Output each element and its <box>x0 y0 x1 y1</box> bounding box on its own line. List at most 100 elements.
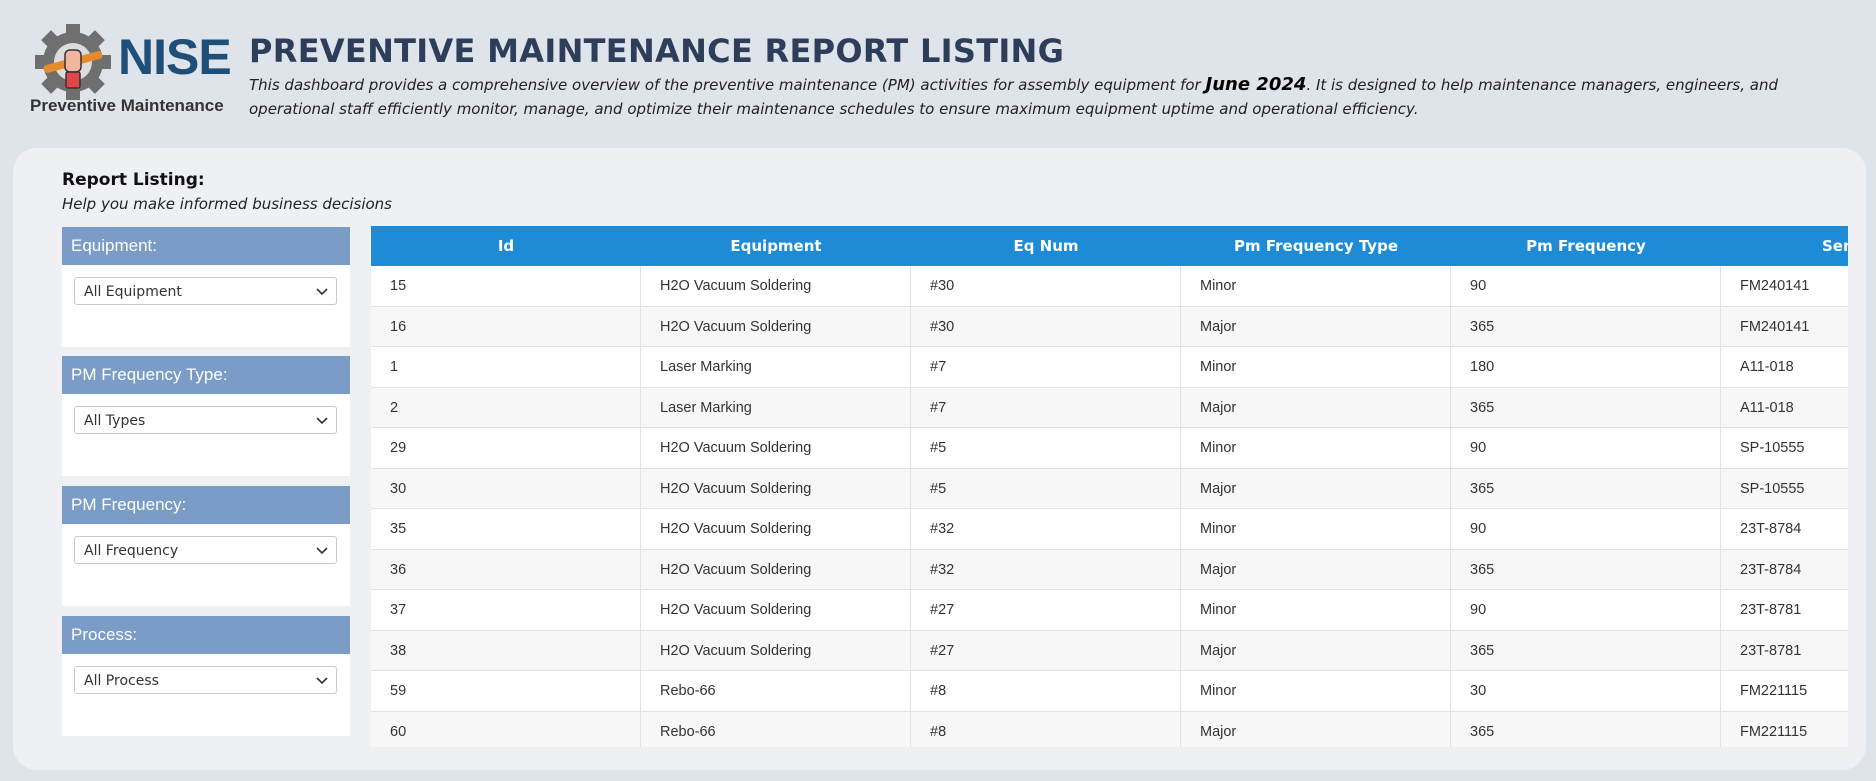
table-row: 1Laser Marking#7Minor180A11-018 <box>371 347 1848 388</box>
table-cell: Minor <box>1181 428 1451 469</box>
table-cell: #7 <box>911 388 1181 429</box>
dropdown-value: All Equipment <box>84 284 182 300</box>
chevron <box>316 417 328 425</box>
table-cell: #8 <box>911 671 1181 712</box>
table-cell: Minor <box>1181 590 1451 631</box>
filter-label: Equipment: <box>62 227 350 265</box>
brand-caption: Preventive Maintenance <box>30 96 224 116</box>
table-cell: 23T-8784 <box>1721 550 1848 591</box>
table-cell: 23T-8781 <box>1721 631 1848 672</box>
table-cell: #5 <box>911 428 1181 469</box>
table-header: IdEquipmentEq NumPm Frequency TypePm Fre… <box>371 226 1848 266</box>
table-cell: Rebo-66 <box>641 712 911 748</box>
table-cell: 90 <box>1451 266 1721 307</box>
table-cell: 365 <box>1451 631 1721 672</box>
description-text: This dashboard provides a comprehensive … <box>249 76 1206 94</box>
report-subtitle: Help you make informed business decision… <box>62 195 392 213</box>
chevron <box>316 677 328 685</box>
description-highlight: June 2024 <box>1206 74 1307 95</box>
table-cell: #32 <box>911 550 1181 591</box>
column-header[interactable]: Pm Frequency <box>1451 226 1721 266</box>
table-cell: Major <box>1181 307 1451 348</box>
table-cell: 59 <box>371 671 641 712</box>
table-row: 16H2O Vacuum Soldering#30Major365FM24014… <box>371 307 1848 348</box>
dropdown-value: All Frequency <box>84 543 178 559</box>
table-cell: H2O Vacuum Soldering <box>641 266 911 307</box>
table-cell: 23T-8781 <box>1721 590 1848 631</box>
table-cell: 365 <box>1451 388 1721 429</box>
table-row: 60Rebo-66#8Major365FM221115 <box>371 712 1848 748</box>
table-cell: 29 <box>371 428 641 469</box>
table-cell: 90 <box>1451 428 1721 469</box>
filter-dropdown[interactable]: All Types <box>74 406 337 434</box>
column-header[interactable]: Id <box>371 226 641 266</box>
filter-dropdown[interactable]: All Process <box>74 666 337 694</box>
table-cell: Major <box>1181 712 1451 748</box>
filter-label: PM Frequency Type: <box>62 356 350 394</box>
table-cell: 365 <box>1451 712 1721 748</box>
table-cell: #30 <box>911 266 1181 307</box>
chevron <box>316 288 328 296</box>
table-cell: #27 <box>911 590 1181 631</box>
table-cell: Minor <box>1181 266 1451 307</box>
table-cell: 1 <box>371 347 641 388</box>
table-cell: Laser Marking <box>641 388 911 429</box>
table-cell: 2 <box>371 388 641 429</box>
table-cell: #7 <box>911 347 1181 388</box>
table-cell: FM221115 <box>1721 671 1848 712</box>
table-cell: 90 <box>1451 590 1721 631</box>
table-cell: H2O Vacuum Soldering <box>641 509 911 550</box>
table-row: 35H2O Vacuum Soldering#32Minor9023T-8784 <box>371 509 1848 550</box>
column-header[interactable]: Equipment <box>641 226 911 266</box>
filter: Process: All Process <box>62 616 350 736</box>
table-cell: FM240141 <box>1721 307 1848 348</box>
table-cell: 37 <box>371 590 641 631</box>
page-title: PREVENTIVE MAINTENANCE REPORT LISTING <box>249 32 1064 70</box>
table-cell: Laser Marking <box>641 347 911 388</box>
table-row: 29H2O Vacuum Soldering#5Minor90SP-10555 <box>371 428 1848 469</box>
table-cell: SP-10555 <box>1721 469 1848 510</box>
table-cell: 30 <box>1451 671 1721 712</box>
table-cell: FM221115 <box>1721 712 1848 748</box>
table-row: 30H2O Vacuum Soldering#5Major365SP-10555 <box>371 469 1848 510</box>
table-cell: 90 <box>1451 509 1721 550</box>
table-cell: 38 <box>371 631 641 672</box>
table-cell: H2O Vacuum Soldering <box>641 550 911 591</box>
table-cell: 36 <box>371 550 641 591</box>
description: This dashboard provides a comprehensive … <box>249 73 1849 121</box>
filter: PM Frequency: All Frequency <box>62 486 350 606</box>
table-cell: Major <box>1181 388 1451 429</box>
table-cell: A11-018 <box>1721 388 1848 429</box>
table-cell: H2O Vacuum Soldering <box>641 590 911 631</box>
table-cell: H2O Vacuum Soldering <box>641 307 911 348</box>
table-cell: #32 <box>911 509 1181 550</box>
filter-label: Process: <box>62 616 350 654</box>
report-title: Report Listing: <box>62 170 205 190</box>
filter: Equipment: All Equipment <box>62 227 350 347</box>
table-cell: Minor <box>1181 347 1451 388</box>
table-cell: 60 <box>371 712 641 748</box>
table-row: 2Laser Marking#7Major365A11-018 <box>371 388 1848 429</box>
table-row: 37H2O Vacuum Soldering#27Minor9023T-8781 <box>371 590 1848 631</box>
dropdown-value: All Process <box>84 673 159 689</box>
filter-dropdown[interactable]: All Equipment <box>74 277 337 305</box>
table-cell: 365 <box>1451 307 1721 348</box>
report-table: IdEquipmentEq NumPm Frequency TypePm Fre… <box>371 226 1848 747</box>
column-header[interactable]: Seri <box>1721 226 1848 266</box>
table-cell: 35 <box>371 509 641 550</box>
filter-dropdown[interactable]: All Frequency <box>74 536 337 564</box>
dropdown-value: All Types <box>84 413 145 429</box>
table-cell: 365 <box>1451 550 1721 591</box>
table-cell: 23T-8784 <box>1721 509 1848 550</box>
table-cell: Major <box>1181 469 1451 510</box>
table-cell: 15 <box>371 266 641 307</box>
table-cell: H2O Vacuum Soldering <box>641 469 911 510</box>
column-header[interactable]: Pm Frequency Type <box>1181 226 1451 266</box>
table-cell: Minor <box>1181 509 1451 550</box>
table-row: 59Rebo-66#8Minor30FM221115 <box>371 671 1848 712</box>
column-header[interactable]: Eq Num <box>911 226 1181 266</box>
table-cell: #27 <box>911 631 1181 672</box>
filter-label: PM Frequency: <box>62 486 350 524</box>
table-cell: #8 <box>911 712 1181 748</box>
